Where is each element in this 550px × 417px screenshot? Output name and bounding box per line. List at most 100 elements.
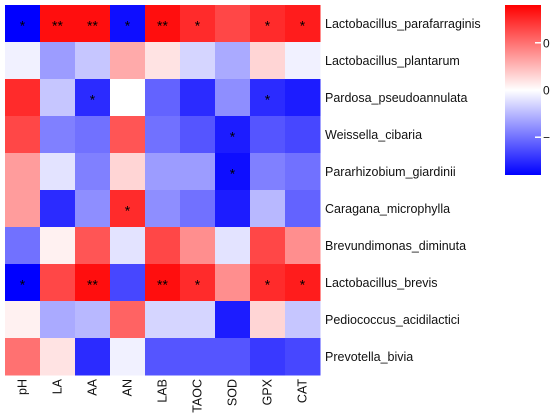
heatmap-cell: [40, 301, 76, 339]
heatmap-cell: [110, 227, 146, 265]
heatmap-cell: [110, 42, 146, 80]
column-label: AA: [86, 378, 100, 395]
heatmap-cell: [215, 301, 251, 339]
significance-marker: **: [157, 18, 168, 34]
column-label: CAT: [296, 379, 310, 403]
heatmap-cell: [215, 79, 251, 117]
heatmap-cell: [250, 5, 286, 43]
color-legend: 0.5 0 −0.5: [505, 5, 550, 175]
heatmap-cell: [75, 227, 111, 265]
heatmap-cell: [40, 116, 76, 154]
legend-tick-label: 0.5: [543, 36, 550, 50]
heatmap-cell: [40, 227, 76, 265]
column-label: TAOC: [191, 379, 205, 413]
heatmap-cell: [75, 338, 111, 376]
heatmap-cell: [5, 153, 41, 191]
heatmap-cell: [250, 79, 286, 117]
heatmap-cell: [5, 42, 41, 80]
heatmap-cell: [250, 338, 286, 376]
heatmap-cell: [110, 190, 146, 228]
heatmap-cell: [40, 153, 76, 191]
heatmap-cell: [215, 227, 251, 265]
heatmap-cell: [180, 153, 216, 191]
heatmap-cell: [110, 79, 146, 117]
heatmap-cell: [40, 5, 76, 43]
significance-marker: **: [87, 18, 98, 34]
heatmap-cell: [250, 301, 286, 339]
heatmap-cell: [285, 227, 321, 265]
heatmap-cells: [5, 5, 321, 376]
heatmap-cell: [145, 227, 181, 265]
heatmap-cell: [75, 153, 111, 191]
significance-marker: **: [52, 18, 63, 34]
row-label: Prevotella_bivia: [325, 350, 413, 364]
heatmap-cell: [180, 301, 216, 339]
heatmap-cell: [250, 116, 286, 154]
heatmap-cell: [215, 153, 251, 191]
heatmap-cell: [180, 227, 216, 265]
row-labels: Lactobacillus_parafarraginis Lactobacillu…: [325, 17, 481, 364]
significance-marker: *: [265, 92, 271, 108]
significance-marker: *: [20, 18, 26, 34]
significance-marker: **: [157, 277, 168, 293]
heatmap-cell: [5, 264, 41, 302]
heatmap-cell: [110, 301, 146, 339]
row-label: Weissella_cibaria: [325, 128, 422, 142]
heatmap-cell: [110, 5, 146, 43]
column-label: LA: [51, 378, 65, 394]
heatmap-cell: [75, 42, 111, 80]
heatmap-cell: [215, 5, 251, 43]
significance-marker: *: [265, 18, 271, 34]
heatmap-cell: [145, 42, 181, 80]
heatmap-cell: [180, 264, 216, 302]
row-label: Pediococcus_acidilactici: [325, 313, 460, 327]
row-label: Brevundimonas_diminuta: [325, 239, 466, 253]
heatmap-cell: [285, 264, 321, 302]
column-label: LAB: [156, 379, 170, 403]
heatmap-cell: [145, 79, 181, 117]
row-label: Lactobacillus_plantarum: [325, 54, 460, 68]
column-label: SOD: [226, 379, 240, 406]
row-label: Pardosa_pseudoannulata: [325, 91, 468, 105]
heatmap-cell: [40, 264, 76, 302]
heatmap-cell: [180, 116, 216, 154]
heatmap-cell: [215, 338, 251, 376]
heatmap-cell: [285, 5, 321, 43]
significance-marker: *: [20, 277, 26, 293]
significance-marker: *: [125, 18, 131, 34]
heatmap-cell: [75, 116, 111, 154]
significance-marker: *: [125, 203, 131, 219]
significance-marker: *: [300, 277, 306, 293]
heatmap-cell: [40, 79, 76, 117]
heatmap-cell: [5, 79, 41, 117]
significance-marker: *: [90, 92, 96, 108]
heatmap-cell: [145, 190, 181, 228]
heatmap-cell: [250, 42, 286, 80]
heatmap-cell: [145, 264, 181, 302]
heatmap-cell: [285, 338, 321, 376]
heatmap-cell: [285, 190, 321, 228]
heatmap-cell: [145, 338, 181, 376]
heatmap-cell: [5, 338, 41, 376]
heatmap-cell: [285, 79, 321, 117]
significance-marker: **: [87, 277, 98, 293]
row-label: Pararhizobium_giardinii: [325, 165, 456, 179]
heatmap-cell: [145, 153, 181, 191]
heatmap-cell: [180, 190, 216, 228]
heatmap-cell: [40, 338, 76, 376]
row-label: Caragana_microphylla: [325, 202, 450, 216]
row-label: Lactobacillus_parafarraginis: [325, 17, 481, 31]
heatmap-cell: [285, 42, 321, 80]
heatmap-cell: [215, 190, 251, 228]
heatmap-cell: [250, 264, 286, 302]
heatmap-cell: [5, 116, 41, 154]
heatmap-cell: [5, 190, 41, 228]
heatmap-cell: [145, 301, 181, 339]
significance-marker: *: [230, 166, 236, 182]
heatmap-cell: [215, 42, 251, 80]
heatmap-cell: [75, 5, 111, 43]
heatmap-cell: [110, 116, 146, 154]
heatmap-cell: [5, 301, 41, 339]
heatmap-cell: [285, 301, 321, 339]
heatmap-cell: [5, 5, 41, 43]
